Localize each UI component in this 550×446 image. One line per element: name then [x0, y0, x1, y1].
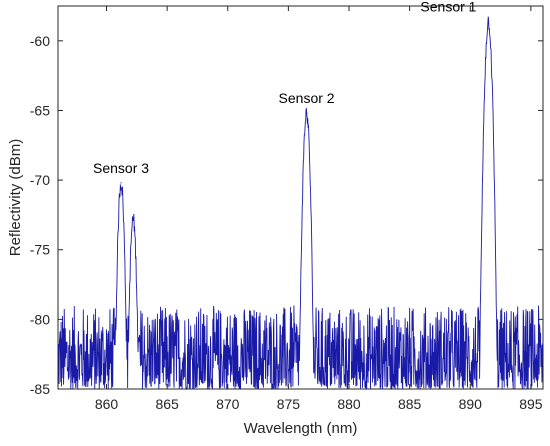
x-tick-label: 890	[459, 396, 483, 412]
x-tick-label: 865	[155, 396, 179, 412]
y-axis-label: Reflectivity (dBm)	[7, 139, 24, 257]
spectrum-line	[57, 16, 544, 391]
peak-point	[120, 182, 122, 184]
x-tick-label: 895	[519, 396, 543, 412]
x-tick-label: 875	[277, 396, 301, 412]
axes-frame	[57, 5, 544, 390]
tick-labels: 860 865 870 875 880 885 890 895 -85 -80 -75 -70 -65 -…	[30, 33, 543, 412]
x-axis-label: Wavelength (nm)	[244, 420, 358, 437]
sensor-annotations: Sensor 3 Sensor 2 Sensor 1	[93, 0, 477, 176]
plot-frame	[57, 5, 544, 390]
peak-point	[132, 218, 134, 220]
peak-point	[305, 112, 308, 114]
y-tick-label: -85	[30, 381, 50, 397]
y-tick-label: -80	[30, 311, 50, 327]
sensor-label: Sensor 1	[420, 0, 476, 14]
x-tick-label: 870	[216, 396, 240, 412]
y-tick-label: -75	[30, 242, 50, 258]
y-tick-label: -70	[30, 172, 50, 188]
x-tick-label: 860	[95, 396, 119, 412]
peak-point	[487, 20, 490, 22]
axis-ticks	[58, 6, 543, 390]
sensor-label: Sensor 2	[279, 90, 335, 106]
x-tick-label: 880	[337, 396, 361, 412]
y-tick-label: -65	[30, 102, 50, 118]
x-tick-label: 885	[398, 396, 422, 412]
y-tick-label: -60	[30, 33, 50, 49]
series-spectrum	[57, 16, 544, 391]
sensor-label: Sensor 3	[93, 160, 149, 176]
